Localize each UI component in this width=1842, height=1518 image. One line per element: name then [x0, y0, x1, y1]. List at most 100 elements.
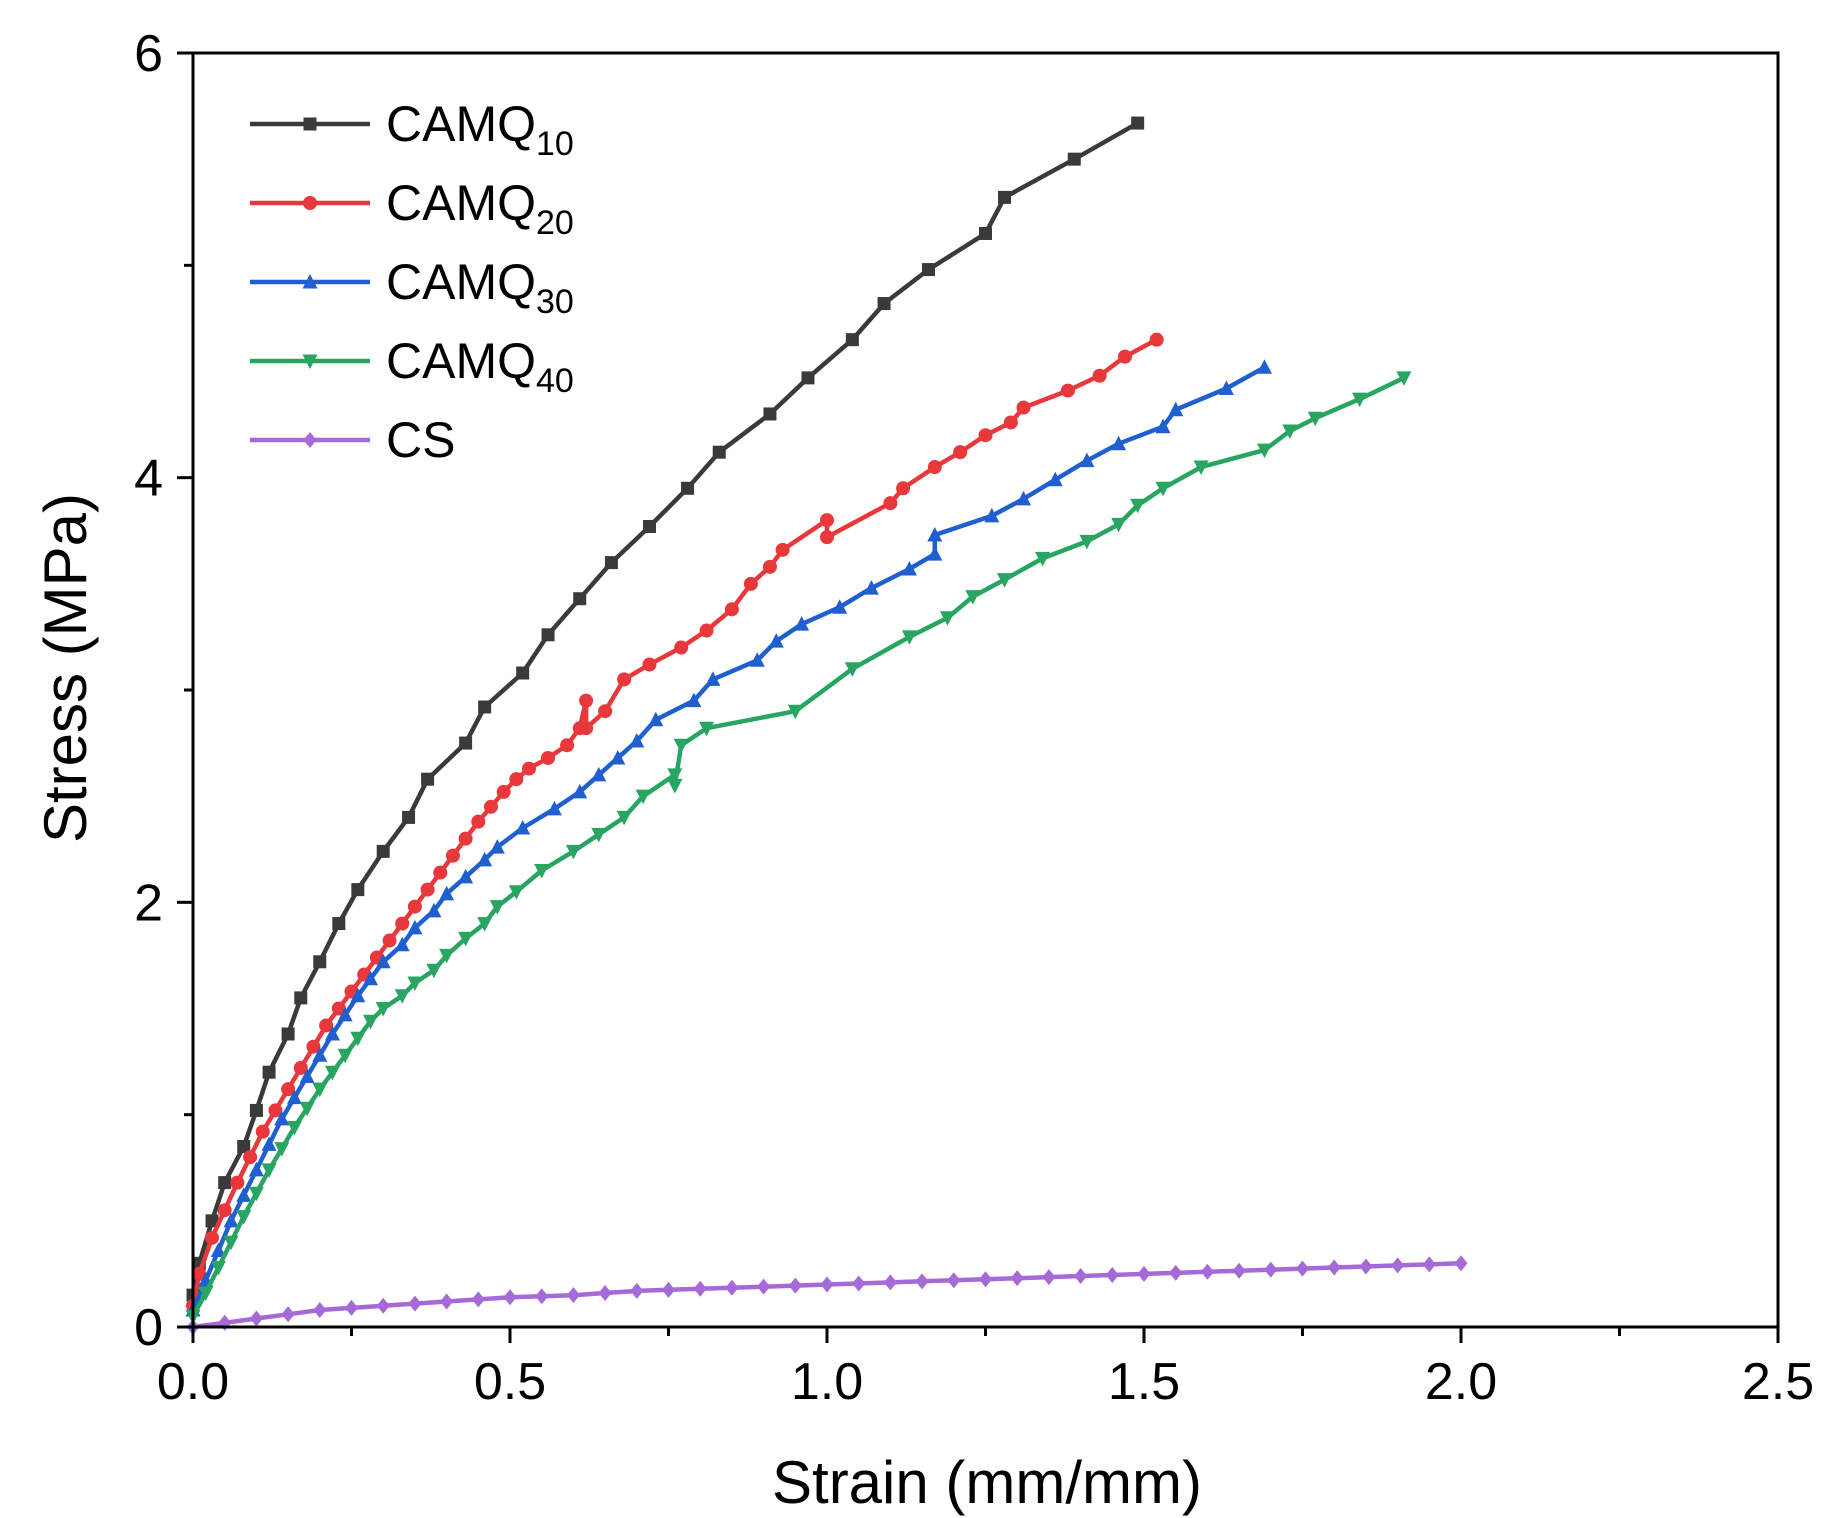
legend-entry-camq20: CAMQ20: [250, 175, 574, 242]
data-point-camq30: [794, 616, 810, 631]
data-point-cs: [1391, 1257, 1405, 1274]
data-point-camq30: [1155, 418, 1171, 434]
legend-label: CAMQ10: [386, 96, 574, 163]
data-point-camq40: [312, 1082, 328, 1098]
data-point-camq10: [979, 226, 992, 240]
data-point-cs: [915, 1273, 929, 1290]
data-point-cs: [947, 1272, 961, 1289]
data-point-camq10: [313, 955, 327, 969]
data-point-camq40: [1155, 481, 1171, 497]
y-tick-label: 6: [134, 25, 163, 83]
data-point-camq30: [312, 1047, 328, 1062]
data-point-camq40: [1352, 392, 1368, 408]
data-point-camq40: [667, 768, 683, 783]
data-point-camq20: [579, 721, 594, 736]
data-point-camq40: [534, 863, 550, 879]
data-point-camq20: [217, 1203, 232, 1218]
data-point-camq30: [1079, 452, 1095, 468]
data-point-camq20: [281, 1082, 296, 1097]
y-tick-label: 0: [134, 1299, 163, 1357]
data-point-camq20: [306, 1039, 321, 1054]
data-point-cs: [662, 1281, 675, 1298]
legend-entry-cs: CS: [250, 412, 455, 468]
data-point-camq10: [376, 844, 390, 858]
data-point-camq20: [699, 623, 714, 638]
series-cs: [186, 1255, 1468, 1335]
data-point-camq10: [294, 991, 308, 1005]
data-point-camq40: [591, 827, 607, 843]
data-point-cs: [630, 1282, 644, 1299]
data-point-camq30: [1047, 471, 1063, 487]
data-point-camq30: [337, 1006, 353, 1022]
data-point-camq20: [1003, 415, 1018, 430]
data-point-camq10: [801, 371, 815, 385]
x-tick-label: 1.0: [791, 1353, 863, 1411]
data-point-camq30: [439, 885, 455, 901]
data-point-cs: [1042, 1269, 1056, 1286]
data-point-cs: [1010, 1270, 1024, 1287]
data-point-camq10: [1067, 152, 1081, 166]
data-point-camq30: [927, 546, 943, 561]
data-point-cs: [757, 1278, 771, 1295]
data-point-camq10: [845, 333, 859, 347]
data-point-cs: [1105, 1266, 1119, 1283]
data-point-camq40: [363, 1014, 379, 1030]
data-point-camq20: [1016, 400, 1031, 415]
data-point-camq30: [489, 839, 505, 854]
data-point-camq20: [820, 530, 834, 545]
data-point-camq40: [635, 789, 651, 805]
data-point-cs: [1169, 1264, 1183, 1281]
data-point-camq40: [489, 900, 505, 915]
data-point-camq40: [939, 611, 955, 626]
data-point-camq30: [1016, 490, 1032, 506]
data-point-camq20: [445, 848, 460, 863]
data-point-camq10: [332, 917, 346, 931]
data-point-camq40: [261, 1163, 277, 1178]
data-point-camq10: [262, 1065, 276, 1079]
data-point-cs: [1074, 1268, 1088, 1285]
data-point-camq40: [1079, 534, 1095, 550]
data-point-camq40: [616, 810, 632, 826]
data-point-camq10: [459, 736, 473, 750]
y-axis-title: Stress (MPa): [32, 493, 99, 843]
data-point-camq10: [421, 772, 435, 786]
data-point-camq30: [901, 560, 917, 576]
legend-marker: [302, 354, 318, 369]
legend-label: CAMQ20: [386, 175, 574, 242]
data-point-camq30: [768, 633, 784, 648]
data-point-camq10: [573, 592, 587, 606]
legend-entry-camq30: CAMQ30: [250, 254, 574, 321]
data-point-camq20: [579, 693, 594, 708]
data-point-camq40: [223, 1235, 239, 1251]
data-point-cs: [725, 1279, 739, 1296]
data-point-camq20: [927, 460, 942, 475]
data-point-camq40: [901, 630, 917, 645]
data-point-camq40: [997, 573, 1013, 588]
data-point-camq10: [478, 700, 492, 714]
data-point-camq20: [560, 738, 575, 753]
data-point-camq20: [382, 933, 397, 948]
data-point-camq30: [274, 1110, 290, 1126]
data-point-cs: [345, 1299, 358, 1316]
data-point-camq40: [1256, 443, 1272, 459]
legend-marker: [302, 274, 318, 289]
data-point-camq10: [516, 666, 530, 680]
data-point-camq20: [205, 1230, 220, 1245]
y-tick-label: 4: [134, 450, 163, 508]
data-point-camq10: [1131, 116, 1145, 130]
data-point-camq20: [762, 559, 777, 574]
data-point-camq40: [299, 1101, 315, 1117]
data-point-camq40: [508, 885, 524, 900]
data-point-camq10: [351, 883, 365, 897]
data-point-camq30: [248, 1161, 264, 1177]
data-point-camq10: [541, 628, 555, 642]
data-point-camq40: [1307, 411, 1323, 427]
data-point-camq30: [832, 599, 848, 614]
data-point-camq30: [223, 1212, 239, 1228]
data-point-camq20: [775, 542, 790, 557]
series-line-camq30: [190, 365, 1266, 1311]
data-point-cs: [852, 1275, 866, 1292]
legend-marker: [303, 432, 317, 448]
data-point-cs: [820, 1276, 834, 1293]
